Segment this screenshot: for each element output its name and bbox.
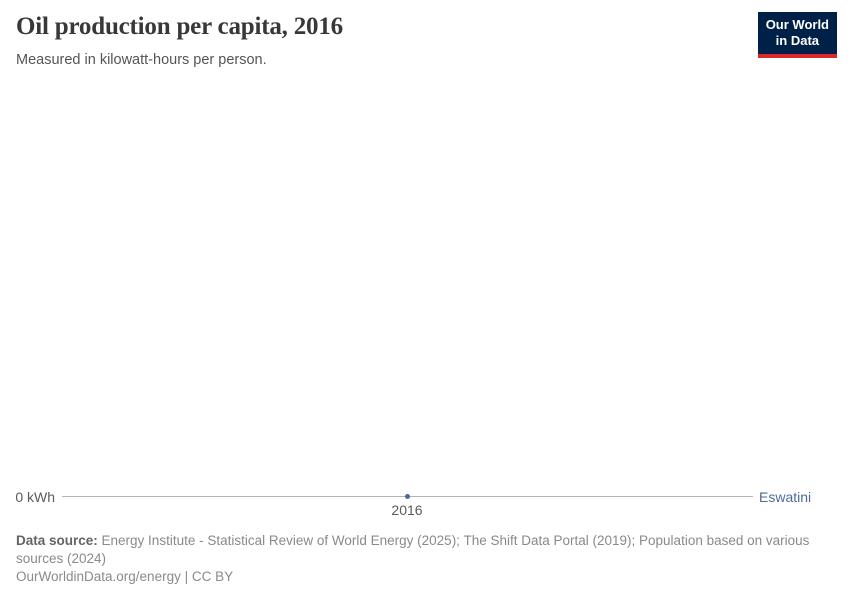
footer-data-source: Data source: Energy Institute - Statisti…: [16, 532, 816, 568]
footer-attribution-link[interactable]: OurWorldinData.org/energy | CC BY: [16, 569, 234, 584]
owid-logo[interactable]: Our World in Data: [757, 12, 837, 58]
chart-title: Oil production per capita, 2016: [16, 13, 343, 40]
data-point-eswatini-2016[interactable]: [405, 494, 410, 499]
x-axis-tick-2016: 2016: [391, 502, 423, 518]
y-axis-zero-label: 0 kWh: [15, 489, 55, 505]
chart-subtitle: Measured in kilowatt-hours per person.: [16, 52, 267, 68]
owid-logo-line2: in Data: [775, 33, 820, 49]
entity-label-eswatini[interactable]: Eswatini: [759, 489, 812, 505]
owid-logo-line1: Our World: [765, 17, 829, 32]
data-source-label: Data source:: [16, 533, 98, 548]
data-source-text: Energy Institute - Statistical Review of…: [16, 533, 810, 566]
